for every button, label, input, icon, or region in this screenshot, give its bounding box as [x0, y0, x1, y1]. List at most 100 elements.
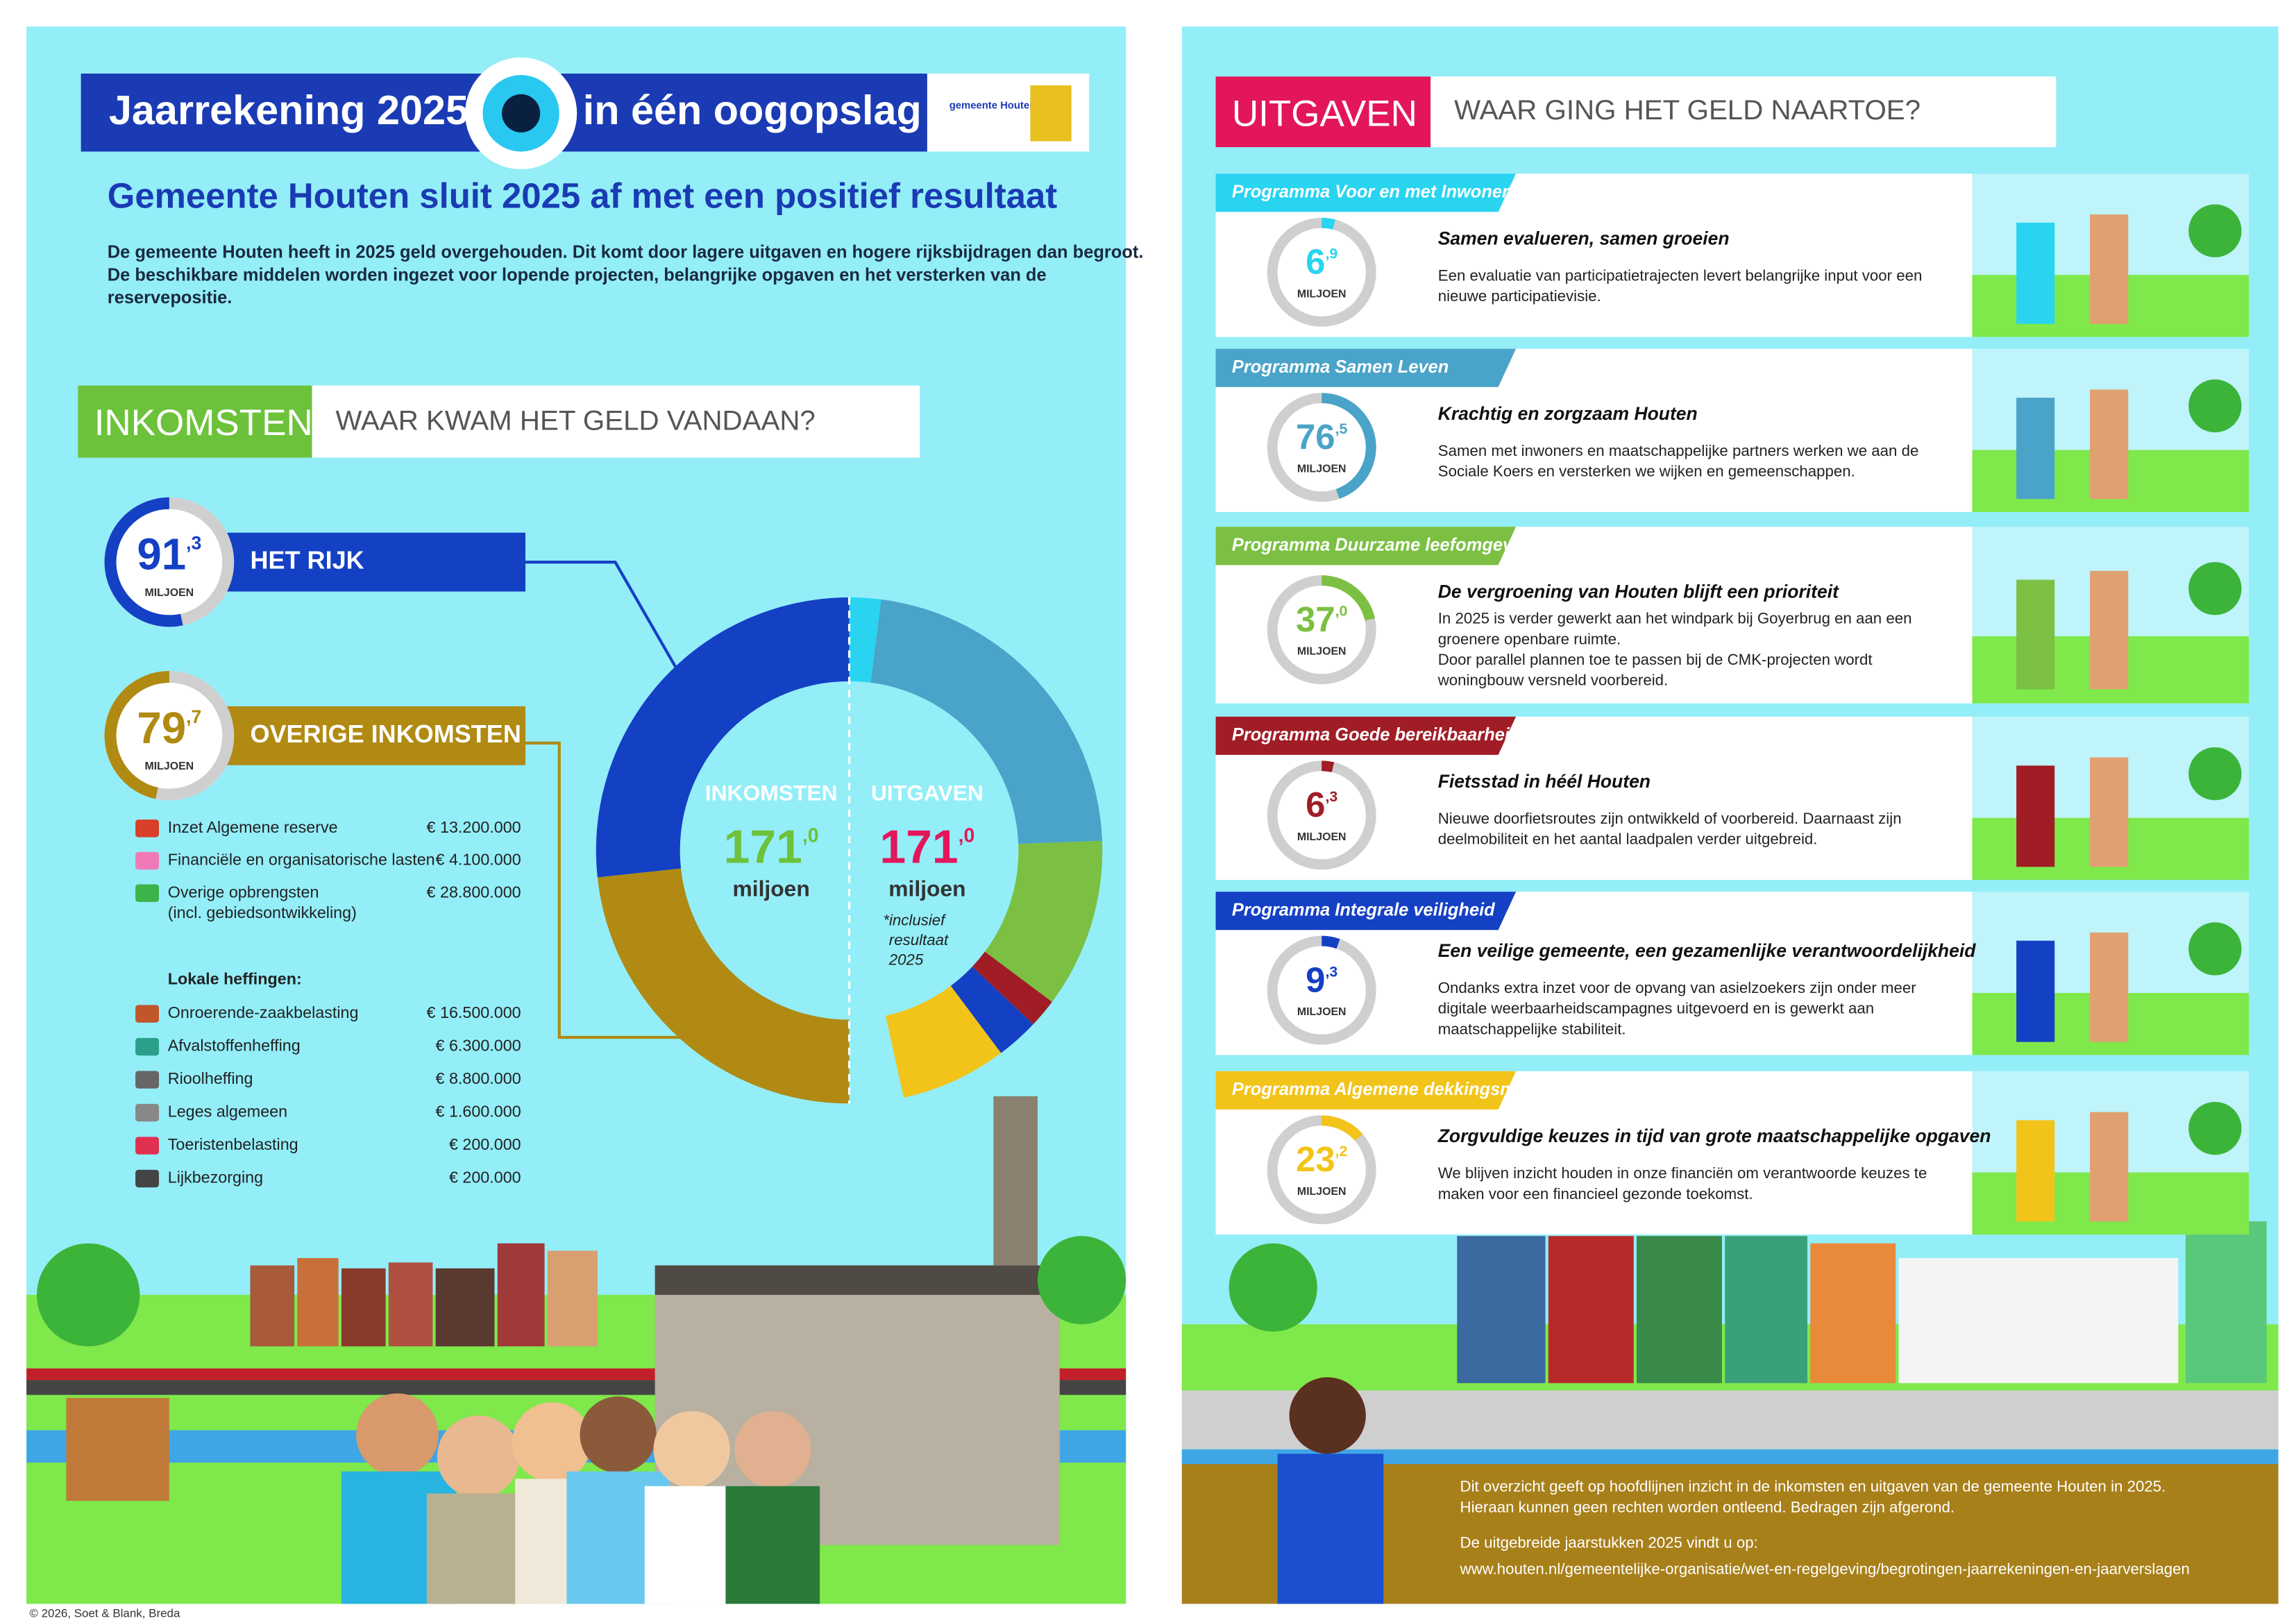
item-amount: € 13.200.000 — [427, 818, 521, 836]
program-image-tree — [2188, 562, 2242, 615]
donut-segment — [596, 597, 850, 878]
donut-note: resultaat — [889, 931, 949, 949]
unit: MILJOEN — [145, 587, 194, 599]
program-name: Programma Samen Leven — [1232, 357, 1449, 377]
house — [547, 1250, 598, 1347]
item-icon — [135, 851, 160, 870]
donut-segment — [984, 840, 1103, 1002]
person-head — [356, 1393, 439, 1476]
item-label: Onroerende-zaakbelasting — [168, 1003, 359, 1021]
amount: 6,9 — [1306, 242, 1337, 282]
tower — [993, 1096, 1038, 1273]
house — [1548, 1236, 1634, 1384]
house — [297, 1258, 339, 1347]
item-label: Rioolheffing — [168, 1069, 253, 1087]
tree — [37, 1243, 140, 1347]
amount: 37,0 — [1296, 600, 1347, 639]
program-name: Programma Goede bereikbaarheid — [1232, 725, 1521, 745]
program-ring — [1322, 393, 1376, 499]
section-question-box — [1430, 76, 2057, 148]
program-image-figure — [2016, 765, 2055, 867]
house — [388, 1262, 433, 1347]
logo: gemeente Houten — [949, 101, 1036, 112]
amount: 171,0 — [879, 822, 974, 874]
logo-shield — [1030, 85, 1072, 142]
person-body — [644, 1486, 739, 1604]
program-name: Programma Integrale veiligheid — [1232, 900, 1495, 919]
program-image-tree — [2188, 1101, 2242, 1155]
item-amount: € 200.000 — [449, 1169, 521, 1187]
program-image-figure — [2090, 1112, 2129, 1222]
unit: MILJOEN — [145, 760, 194, 772]
playground — [66, 1397, 169, 1501]
house — [1457, 1236, 1546, 1384]
house — [341, 1268, 386, 1347]
unit: MILJOEN — [1297, 646, 1347, 658]
program-ring — [1322, 217, 1335, 230]
program-tab — [1215, 348, 1517, 387]
program-text: Nieuwe doorfietsroutes zijn ontwikkeld o… — [1438, 810, 1902, 827]
item-icon — [135, 1005, 160, 1023]
program-tab — [1215, 892, 1517, 931]
unit: MILJOEN — [1297, 464, 1347, 475]
intro-line: reservepositie. — [108, 288, 233, 307]
disclaimer-line: Dit overzicht geeft op hoofdlijnen inzic… — [1460, 1478, 2166, 1495]
item-label: Toeristenbelasting — [168, 1135, 298, 1153]
program-text: nieuwe participatievisie. — [1438, 287, 1601, 305]
item-icon — [135, 1071, 160, 1089]
footer: © 2026, Soet & Blank, Breda — [29, 1607, 180, 1620]
program-tab — [1215, 173, 1517, 212]
program-text: woningbouw versneld voorbereid. — [1437, 672, 1668, 689]
house — [435, 1268, 495, 1347]
program-tab — [1215, 1071, 1517, 1110]
item-icon — [135, 1103, 160, 1122]
roof — [655, 1265, 1060, 1295]
program-image-figure — [2016, 940, 2055, 1042]
tree — [1229, 1243, 1317, 1332]
program-text: Door parallel plannen toe te passen bij … — [1438, 651, 1873, 668]
program-ring — [1322, 575, 1375, 621]
person-head — [580, 1396, 657, 1473]
program-image-figure — [2090, 757, 2129, 867]
section-question-box — [312, 385, 920, 458]
section-label: UITGAVEN — [1232, 94, 1417, 135]
source-ring — [104, 670, 169, 799]
item-amount: € 1.600.000 — [436, 1103, 521, 1121]
program-name: Programma Duurzame leefomgeving — [1232, 535, 1539, 554]
donut-unit: miljoen — [888, 876, 965, 901]
donut-segment — [849, 597, 881, 683]
section-question: WAAR GING HET GELD NAARTOE? — [1454, 94, 1921, 126]
item-label: Inzet Algemene reserve — [168, 818, 338, 836]
intro-line: De beschikbare middelen worden ingezet v… — [108, 265, 1047, 284]
source-ring-bg — [104, 670, 235, 801]
program-image-figure — [2016, 398, 2055, 500]
item-amount: € 8.800.000 — [436, 1069, 521, 1087]
program-text: groenere openbare ruimte. — [1438, 630, 1621, 647]
sources: HET RIJK 91,3 MILJOEN OVERIGE INKOMSTEN 79,7… — [104, 497, 526, 801]
donut-note: 2025 — [888, 951, 924, 969]
program-title: Zorgvuldige keuzes in tijd van grote maa… — [1437, 1125, 1991, 1146]
amount: 171,0 — [724, 822, 819, 874]
source-bar — [221, 532, 526, 592]
program-image-figure — [2090, 214, 2129, 324]
item-icon — [135, 1137, 160, 1155]
amount: 79,7 — [137, 704, 201, 753]
program-text: Sociale Koers en versterken we wijken en… — [1438, 463, 1855, 480]
title: in één oogopslag — [583, 87, 922, 133]
item-amount: € 200.000 — [449, 1135, 521, 1153]
tree — [1037, 1236, 1126, 1325]
link[interactable]: www.houten.nl/gemeentelijke-organisatie/… — [1460, 1560, 2190, 1577]
program-name: Programma Voor en met Inwoners — [1232, 182, 1519, 202]
program-image-tree — [2188, 204, 2242, 257]
unit: MILJOEN — [1297, 1186, 1347, 1198]
unit: MILJOEN — [1297, 288, 1347, 300]
unit: MILJOEN — [1297, 831, 1347, 843]
source-ring-bg — [104, 497, 235, 627]
donut-title: INKOMSTEN — [705, 781, 838, 806]
item-label: Financiële en organisatorische lasten — [168, 851, 435, 869]
villa — [1898, 1258, 2179, 1384]
item-label: Leges algemeen — [168, 1103, 287, 1121]
item-label: Overige opbrengsten — [168, 883, 319, 901]
item-sub: (incl. gebiedsontwikkeling) — [168, 903, 357, 921]
program-image-figure — [2090, 932, 2129, 1042]
